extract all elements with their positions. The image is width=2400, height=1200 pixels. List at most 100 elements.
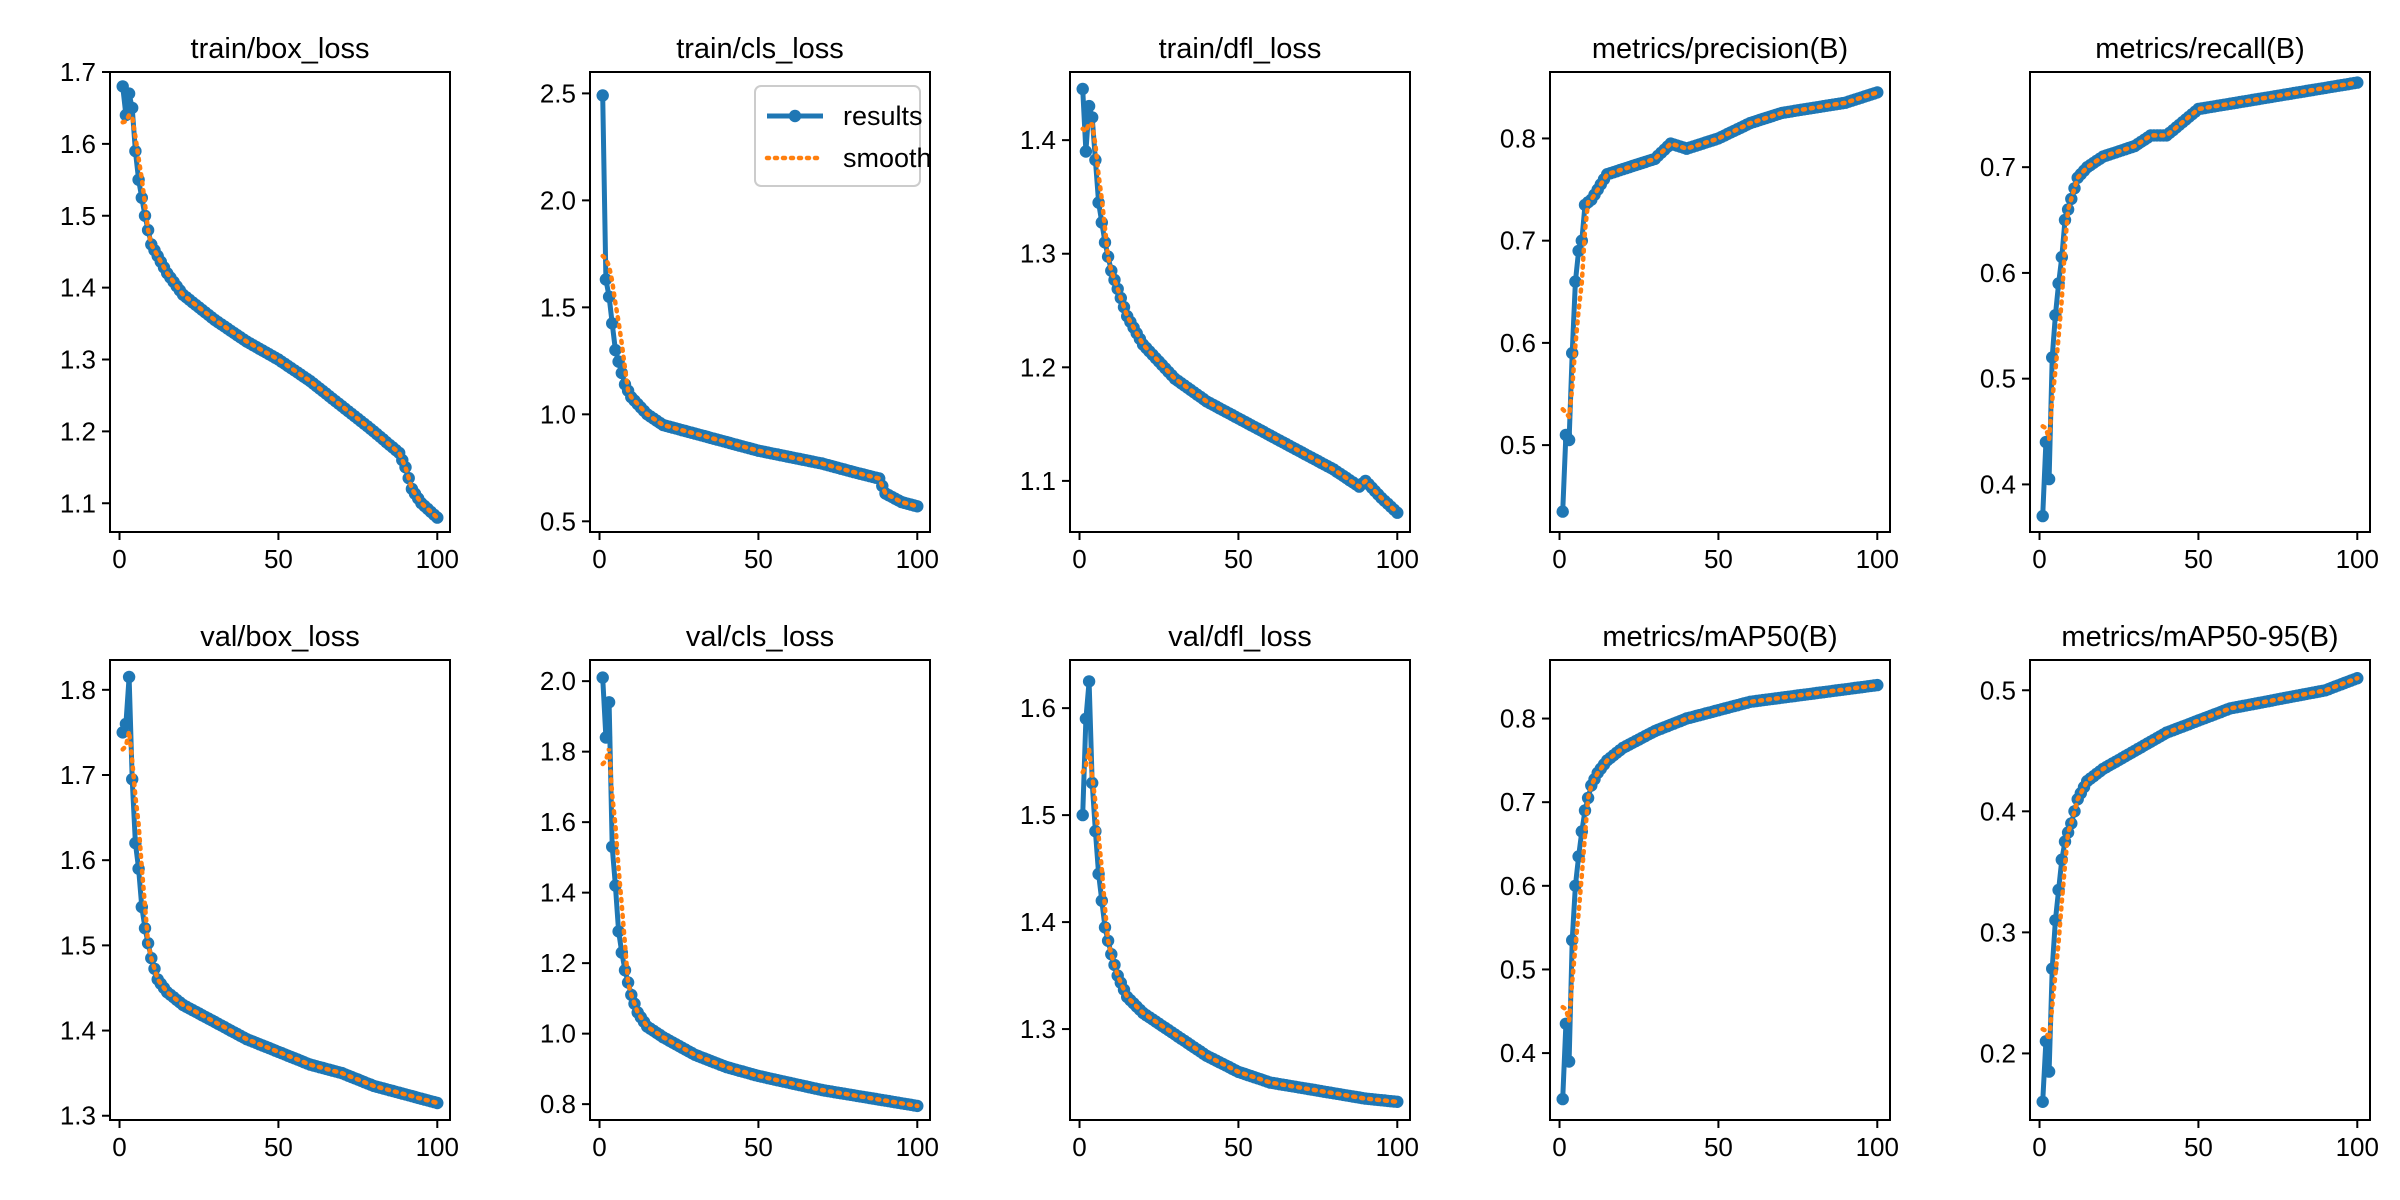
results-line <box>1560 682 1880 1102</box>
results-marker <box>1562 433 1576 447</box>
results-line <box>2040 675 2360 1105</box>
y-tick-label: 1.3 <box>1020 1014 1056 1044</box>
smooth-line <box>1080 749 1400 1105</box>
smooth-line <box>2040 80 2360 441</box>
y-tick-label: 0.6 <box>1500 871 1536 901</box>
x-tick-label: 0 <box>112 544 126 574</box>
x-tick-label: 0 <box>592 544 606 574</box>
subplot-val-cls-loss: val/cls_loss 0 50 100 0.8 1.0 1.2 1.4 1.6 1.8 2.0 <box>540 621 939 1162</box>
x-tick-label: 50 <box>2184 1132 2213 1162</box>
y-tick-label: 1.0 <box>540 399 576 429</box>
x-tick-label: 50 <box>264 1132 293 1162</box>
results-marker <box>1086 111 1099 124</box>
x-tick-label: 100 <box>1376 1132 1419 1162</box>
subplot-title: train/dfl_loss <box>1159 33 1322 65</box>
smooth-line <box>120 730 440 1106</box>
axes-frame <box>109 659 451 1121</box>
x-tick-label: 100 <box>416 1132 459 1162</box>
y-tick-label: 1.5 <box>60 201 96 231</box>
subplot-title: val/cls_loss <box>686 621 834 653</box>
subplot-title: val/box_loss <box>200 621 360 653</box>
y-tick-label: 2.0 <box>540 185 576 215</box>
y-tick-label: 1.0 <box>540 1019 576 1049</box>
subplot-val-box-loss: val/box_loss 0 50 100 1.3 1.4 1.5 1.6 1.7 1.8 <box>60 621 459 1162</box>
y-tick-label: 1.6 <box>540 807 576 837</box>
subplot-train-box-loss: train/box_loss 0 50 100 1.1 1.2 1.3 1.4 1.5 1.6 1.… <box>60 33 459 574</box>
smooth-line <box>1080 120 1400 515</box>
x-tick-label: 0 <box>1552 544 1566 574</box>
smooth-line <box>2040 675 2360 1041</box>
x-tick-label: 100 <box>2336 1132 2379 1162</box>
results-line <box>1560 89 1880 515</box>
x-tick-label: 0 <box>2032 1132 2046 1162</box>
y-tick-label: 1.4 <box>1020 907 1056 937</box>
y-tick-label: 1.8 <box>540 737 576 767</box>
legend: results smooth <box>754 85 932 187</box>
x-tick-label: 50 <box>744 1132 773 1162</box>
x-tick-label: 50 <box>264 544 293 574</box>
results-line <box>2040 80 2360 519</box>
x-tick-label: 100 <box>1856 1132 1899 1162</box>
results-line <box>600 675 920 1109</box>
x-tick-label: 100 <box>896 544 939 574</box>
x-tick-label: 0 <box>592 1132 606 1162</box>
smooth-line <box>1560 682 1880 1022</box>
results-marker <box>596 671 609 684</box>
results-marker <box>1082 99 1096 113</box>
y-tick-label: 1.2 <box>60 416 96 446</box>
y-tick-label: 0.5 <box>1980 364 2016 394</box>
subplot-title: metrics/recall(B) <box>2095 33 2304 65</box>
x-tick-label: 100 <box>1856 544 1899 574</box>
subplot-title: train/cls_loss <box>676 33 844 65</box>
y-tick-label: 1.3 <box>1020 239 1056 269</box>
x-tick-label: 0 <box>2032 544 2046 574</box>
y-tick-label: 1.4 <box>60 1016 96 1046</box>
axes-frame <box>589 71 931 533</box>
results-marker <box>1569 879 1582 892</box>
subplot-train-cls-loss: train/cls_loss 0 50 100 0.5 1.0 1.5 2.0 2.5 resul… <box>540 33 939 574</box>
subplot-metrics-map50-95-b: metrics/mAP50-95(B) 0 50 100 0.2 0.3 0.4 0.5 <box>1980 621 2379 1162</box>
y-tick-label: 1.6 <box>60 845 96 875</box>
x-tick-label: 100 <box>2336 544 2379 574</box>
results-marker <box>2036 509 2049 523</box>
y-tick-label: 1.6 <box>60 129 96 159</box>
results-marker <box>612 925 625 938</box>
x-tick-label: 0 <box>112 1132 126 1162</box>
results-marker <box>1076 808 1089 822</box>
subplot-metrics-recall-b: metrics/recall(B) 0 50 100 0.4 0.5 0.6 0.7 <box>1980 33 2379 574</box>
y-tick-label: 0.2 <box>1980 1038 2016 1068</box>
y-tick-label: 2.0 <box>540 666 576 696</box>
results-marker <box>126 101 139 115</box>
x-tick-label: 100 <box>896 1132 939 1162</box>
subplot-title: val/dfl_loss <box>1168 621 1311 653</box>
y-tick-label: 1.3 <box>60 345 96 375</box>
y-tick-label: 0.8 <box>540 1089 576 1119</box>
y-tick-label: 1.6 <box>1020 693 1056 723</box>
results-marker <box>599 273 613 286</box>
y-tick-label: 2.5 <box>540 78 576 108</box>
results-marker <box>122 87 136 100</box>
results-marker <box>1391 1095 1404 1109</box>
y-tick-label: 0.3 <box>1980 917 2016 947</box>
results-line <box>1080 86 1400 516</box>
axes-frame <box>589 659 931 1121</box>
results-marker <box>1572 244 1585 258</box>
y-tick-label: 0.7 <box>1500 787 1536 817</box>
y-tick-label: 1.2 <box>540 948 576 978</box>
x-tick-label: 50 <box>1224 1132 1253 1162</box>
x-tick-label: 0 <box>1552 1132 1566 1162</box>
x-tick-label: 0 <box>1072 1132 1086 1162</box>
smooth-line <box>600 253 920 509</box>
y-tick-label: 1.7 <box>60 57 96 87</box>
subplot-title: metrics/mAP50-95(B) <box>2061 621 2338 653</box>
y-tick-label: 1.4 <box>60 273 96 303</box>
results-marker <box>596 89 609 102</box>
results-marker <box>609 343 622 357</box>
results-marker <box>1079 712 1093 725</box>
y-tick-label: 0.6 <box>1500 328 1536 358</box>
results-marker <box>2042 472 2056 486</box>
y-tick-label: 1.3 <box>60 1101 96 1131</box>
y-tick-label: 1.8 <box>60 675 96 705</box>
y-tick-label: 1.5 <box>540 292 576 322</box>
